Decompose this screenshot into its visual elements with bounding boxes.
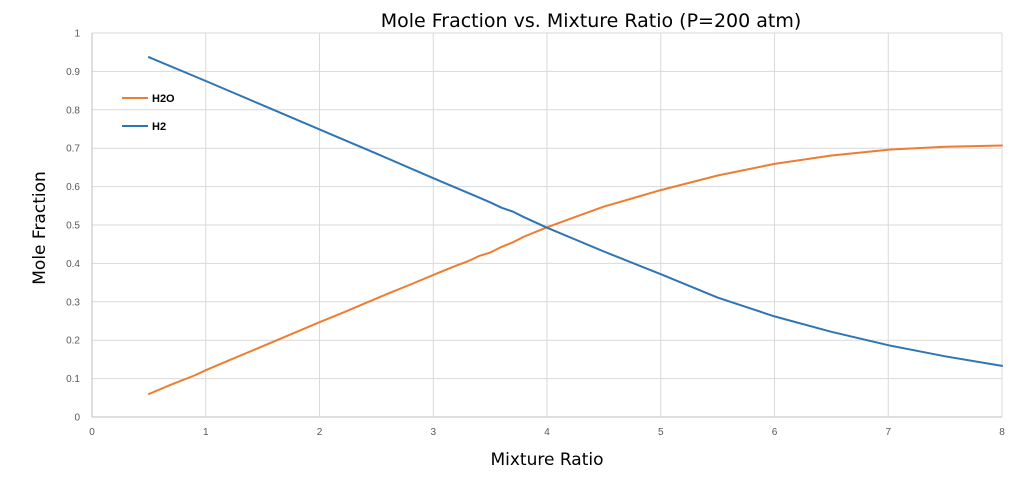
tick-labels: 0 0.1 0.2 0.3 0.4 0.5 0.6 0.7 0.8 0.9 1 0 1 2 3 4 5 6 7 8 (66, 29, 1005, 439)
x-tick-label: 1 (203, 427, 209, 438)
y-tick-label: 0.4 (66, 259, 80, 270)
x-tick-label: 0 (89, 427, 95, 438)
y-tick-label: 0.6 (66, 182, 80, 193)
series-line-h2o (147, 144, 1003, 395)
y-tick-label: 0.1 (66, 374, 80, 385)
x-tick-label: 6 (772, 427, 778, 438)
y-axis-label: Mole Fraction (30, 171, 50, 285)
grid (91, 32, 1003, 418)
x-axis-label: Mixture Ratio (490, 450, 603, 470)
y-tick-label: 0.9 (66, 67, 80, 78)
series-lines (147, 56, 1003, 395)
y-tick-label: 0.5 (66, 221, 80, 232)
x-tick-label: 4 (544, 427, 550, 438)
legend: H2O H2 (122, 93, 175, 133)
series-line-h2 (147, 56, 1003, 367)
x-tick-label: 3 (430, 427, 436, 438)
y-tick-label: 0.2 (66, 336, 80, 347)
x-tick-label: 7 (885, 427, 891, 438)
legend-label-h2: H2 (152, 121, 166, 133)
x-tick-label: 2 (317, 427, 323, 438)
y-tick-label: 1 (74, 29, 80, 40)
y-tick-label: 0.7 (66, 144, 80, 155)
y-tick-label: 0 (74, 413, 80, 424)
y-tick-label: 0.3 (66, 297, 80, 308)
legend-label-h2o: H2O (152, 93, 175, 105)
y-tick-label: 0.8 (66, 105, 80, 116)
chart-title: Mole Fraction vs. Mixture Ratio (P=200 a… (381, 10, 802, 32)
x-tick-label: 8 (999, 427, 1005, 438)
x-tick-label: 5 (658, 427, 664, 438)
